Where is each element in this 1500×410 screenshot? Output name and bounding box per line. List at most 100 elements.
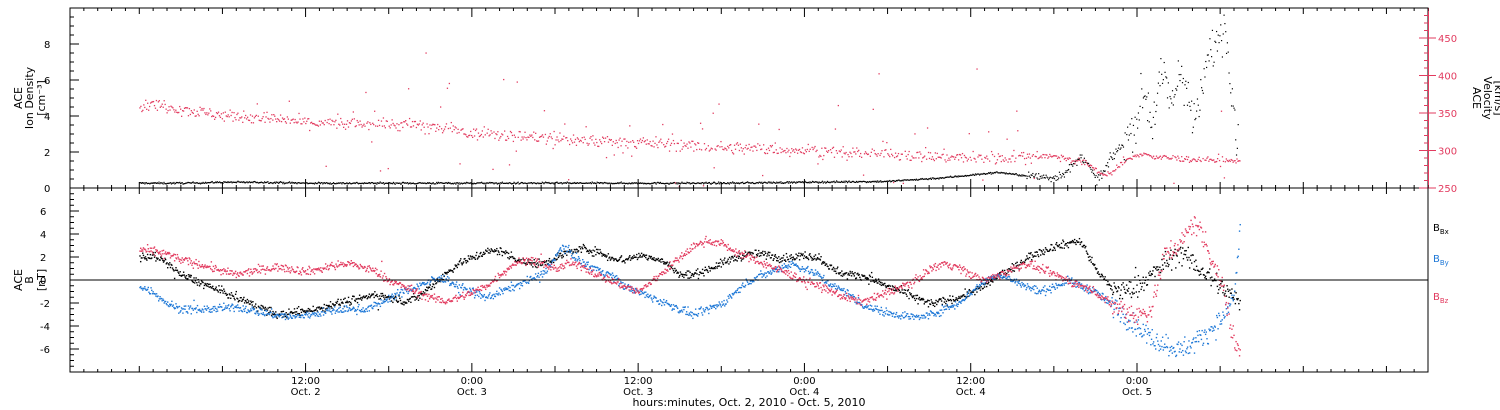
data-point xyxy=(940,177,942,179)
data-point xyxy=(1135,156,1137,158)
data-point xyxy=(1034,155,1036,158)
data-point xyxy=(183,183,185,185)
data-point xyxy=(541,134,544,136)
data-point xyxy=(534,273,537,275)
data-point xyxy=(469,258,471,260)
data-point xyxy=(260,312,262,315)
data-point xyxy=(282,183,284,185)
data-point xyxy=(184,308,186,310)
data-point xyxy=(895,180,897,183)
data-point xyxy=(510,281,513,283)
data-point xyxy=(778,256,780,258)
data-point xyxy=(753,280,755,283)
data-point xyxy=(452,282,454,284)
data-point xyxy=(305,122,307,125)
data-point xyxy=(160,105,162,107)
data-point xyxy=(645,291,647,293)
data-point xyxy=(139,182,141,184)
data-point xyxy=(778,261,781,264)
data-point xyxy=(526,275,528,278)
data-point xyxy=(915,179,917,181)
data-point xyxy=(1222,160,1225,163)
data-point xyxy=(966,174,968,177)
data-point xyxy=(1176,89,1178,91)
data-point xyxy=(375,182,377,184)
data-point xyxy=(1120,289,1122,291)
data-point xyxy=(1218,42,1220,44)
data-point xyxy=(337,311,339,313)
data-point xyxy=(886,180,888,182)
data-point xyxy=(188,107,191,110)
data-point xyxy=(394,296,396,299)
data-point xyxy=(1079,154,1081,156)
data-point xyxy=(934,302,937,304)
data-point xyxy=(424,182,426,184)
data-point xyxy=(228,181,230,184)
data-point xyxy=(542,182,544,184)
data-point xyxy=(1056,244,1059,247)
data-point xyxy=(526,139,528,141)
data-point xyxy=(1165,76,1167,78)
data-point xyxy=(281,316,283,319)
data-point xyxy=(555,139,557,141)
data-point xyxy=(175,109,177,111)
data-point xyxy=(422,283,425,285)
data-point xyxy=(158,181,160,183)
data-point xyxy=(1129,123,1131,125)
data-point xyxy=(1137,127,1139,129)
data-point xyxy=(431,276,434,279)
data-point xyxy=(347,183,349,185)
data-point xyxy=(627,283,630,286)
data-point xyxy=(442,130,445,132)
data-point xyxy=(1148,272,1150,274)
data-point xyxy=(288,317,290,319)
data-point xyxy=(1089,167,1091,169)
data-point xyxy=(770,146,773,148)
data-point xyxy=(437,123,439,126)
data-point xyxy=(509,256,512,259)
data-point xyxy=(221,285,223,287)
data-point xyxy=(286,317,288,319)
data-point xyxy=(250,122,253,124)
data-point xyxy=(202,181,204,184)
data-point xyxy=(420,284,422,286)
data-point xyxy=(789,261,791,263)
data-point xyxy=(1099,174,1101,176)
data-point xyxy=(287,318,289,320)
data-point xyxy=(675,183,677,185)
data-point xyxy=(1109,288,1112,290)
data-point xyxy=(448,82,451,85)
data-point xyxy=(965,175,967,177)
data-point xyxy=(894,180,896,182)
data-point xyxy=(834,181,836,184)
data-point xyxy=(728,256,731,259)
data-point xyxy=(784,266,786,268)
data-point xyxy=(448,270,451,272)
data-point xyxy=(1078,237,1081,240)
data-point xyxy=(921,160,923,163)
data-point xyxy=(217,291,219,293)
data-point xyxy=(332,182,334,185)
data-point xyxy=(721,146,723,148)
data-point xyxy=(514,259,517,262)
data-point xyxy=(841,156,843,158)
data-point xyxy=(609,182,611,184)
data-point xyxy=(623,288,625,290)
data-point xyxy=(676,142,678,144)
data-point xyxy=(322,314,325,316)
data-point xyxy=(189,182,191,184)
data-point xyxy=(695,144,697,146)
data-point xyxy=(149,253,152,256)
data-point xyxy=(836,267,838,270)
data-point xyxy=(243,310,246,312)
data-point xyxy=(1162,79,1164,81)
data-point xyxy=(535,132,537,134)
data-point xyxy=(319,313,321,315)
data-point xyxy=(614,275,616,278)
data-point xyxy=(527,282,530,285)
data-point xyxy=(413,295,416,298)
data-point xyxy=(513,134,516,136)
data-point xyxy=(159,106,161,108)
data-point xyxy=(645,143,647,145)
data-point xyxy=(341,121,343,123)
